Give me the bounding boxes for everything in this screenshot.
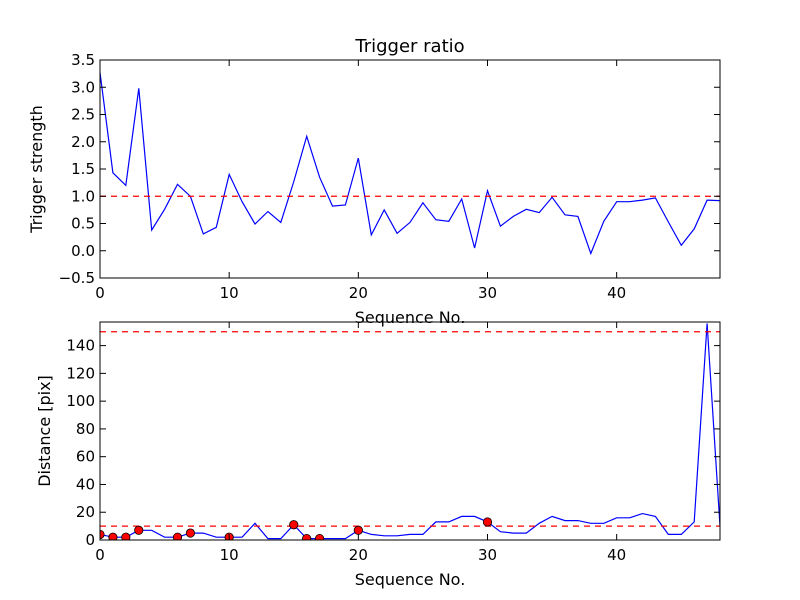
y-tick-label: 20	[76, 503, 95, 521]
data-point-marker	[108, 532, 118, 540]
x-tick-label: 0	[95, 284, 105, 302]
plot-area	[100, 72, 720, 256]
y-tick-label: 1.0	[71, 187, 95, 205]
y-tick-label: 3.5	[71, 51, 95, 69]
data-point-marker	[289, 520, 299, 530]
plot-frame	[99, 59, 721, 279]
y-tick-label: 2.0	[71, 133, 95, 151]
x-tick-label: 10	[220, 284, 239, 302]
x-axis-label: Sequence No.	[355, 308, 466, 327]
data-point-marker	[134, 525, 144, 535]
y-axis-label: Trigger strength	[27, 105, 46, 234]
y-tick-label: 40	[76, 475, 95, 493]
x-tick-label: 40	[607, 546, 626, 564]
y-tick-label: −0.5	[59, 269, 95, 287]
x-tick-label: 40	[607, 284, 626, 302]
series-line	[100, 323, 720, 540]
trigger-ratio-chart: Trigger ratio 0 10 20 30 40 −0.5 0.0 0.5 1.0 1.5 2…	[27, 36, 721, 327]
x-tick-label: 10	[220, 546, 239, 564]
x-tick-label: 0	[95, 546, 105, 564]
series-line	[100, 72, 720, 256]
y-tick-label: 1.5	[71, 160, 95, 178]
x-tick-label: 30	[478, 546, 497, 564]
x-tick-label: 20	[349, 284, 368, 302]
plot-area	[100, 323, 720, 540]
data-point-marker	[353, 525, 363, 535]
y-axis-label: Distance [pix]	[35, 375, 54, 487]
distance-chart: 0 10 20 30 40 0 20 40 60 80 100 120 140 Sequence No.…	[35, 321, 721, 589]
y-tick-label: 2.5	[71, 106, 95, 124]
y-tick-label: 60	[76, 448, 95, 466]
data-point-marker	[302, 534, 312, 540]
data-point-marker	[172, 532, 183, 540]
plot-frame	[99, 321, 721, 541]
y-tick-label: 0.5	[71, 215, 95, 233]
y-tick-label: 100	[66, 392, 95, 410]
data-point-marker	[121, 532, 131, 540]
data-point-marker	[482, 517, 493, 527]
y-tick-label: 0.0	[71, 242, 95, 260]
y-tick-label: 120	[66, 364, 95, 382]
x-tick-label: 20	[349, 546, 368, 564]
y-tick-label: 3.0	[71, 78, 95, 96]
chart-title: Trigger ratio	[354, 36, 464, 57]
y-tick-label: 0	[85, 531, 95, 549]
x-tick-label: 30	[478, 284, 497, 302]
data-point-marker	[185, 528, 196, 538]
data-point-marker	[314, 534, 325, 540]
x-axis-label: Sequence No.	[355, 570, 466, 589]
y-tick-label: 80	[76, 420, 95, 438]
y-tick-label: 140	[66, 337, 95, 355]
